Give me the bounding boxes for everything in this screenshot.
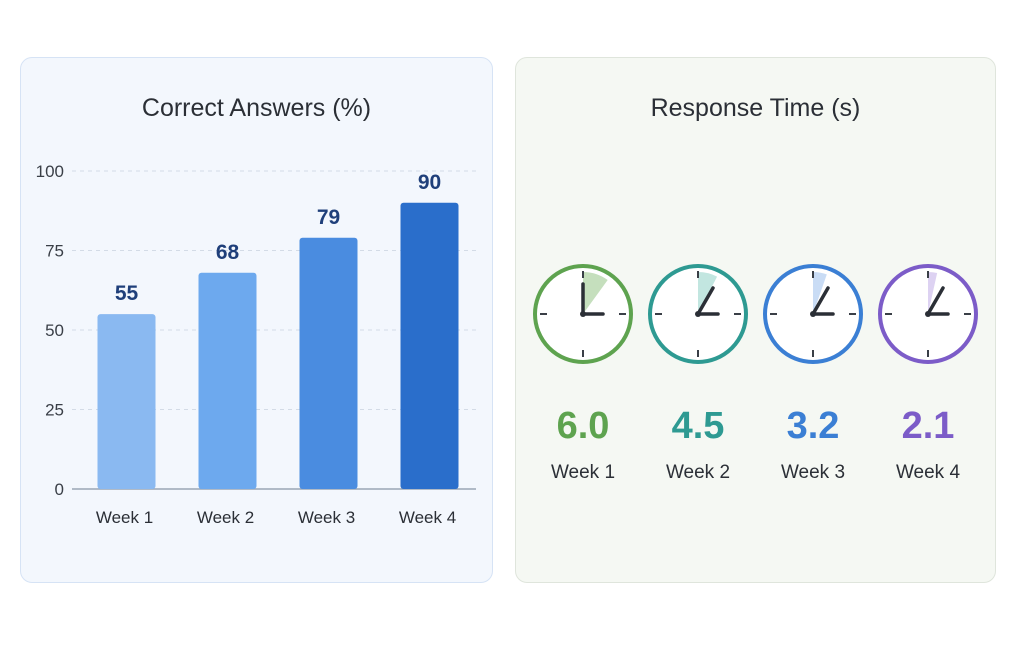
elapsed-sector	[813, 272, 827, 314]
y-tick-label: 75	[45, 242, 64, 261]
x-tick-label: Week 4	[399, 508, 456, 527]
clock-hand	[811, 286, 830, 316]
response-time-value: 3.2	[787, 405, 840, 447]
week-label: Week 2	[666, 462, 730, 483]
clock-pivot	[580, 311, 586, 317]
clock-gauge	[763, 264, 863, 364]
clock-hand	[926, 286, 945, 316]
y-tick-label: 25	[45, 401, 64, 420]
bar-value-label: 68	[216, 241, 240, 264]
bar	[198, 272, 257, 489]
accuracy-chart-title: Correct Answers (%)	[141, 94, 372, 122]
x-tick-label: Week 1	[96, 508, 153, 527]
clock-hand	[696, 286, 715, 316]
x-tick-label: Week 2	[197, 508, 254, 527]
elapsed-sector	[583, 272, 608, 314]
response-time-value: 6.0	[557, 405, 610, 447]
bar	[400, 202, 459, 490]
bar	[97, 314, 156, 489]
clock-pivot	[925, 311, 931, 317]
week-label: Week 3	[781, 462, 845, 483]
clock-gauge	[878, 264, 978, 364]
y-tick-label: 0	[55, 480, 64, 499]
clock-pivot	[695, 311, 701, 317]
bar-value-label: 79	[317, 206, 340, 229]
y-tick-label: 50	[45, 321, 64, 340]
response-time-value: 4.5	[672, 405, 725, 447]
x-tick-label: Week 3	[298, 508, 355, 527]
clock-pivot	[810, 311, 816, 317]
bar-value-label: 90	[418, 171, 441, 194]
week-label: Week 1	[551, 462, 615, 483]
week-label: Week 4	[896, 462, 961, 483]
clock-gauge	[533, 264, 633, 364]
bar-value-label: 55	[115, 282, 139, 305]
clock-gauge	[648, 264, 748, 364]
y-tick-label: 100	[36, 162, 64, 181]
bar	[299, 237, 358, 489]
response-time-title: Response Time (s)	[650, 94, 861, 122]
response-time-value: 2.1	[902, 405, 955, 447]
elapsed-sector	[928, 272, 938, 314]
